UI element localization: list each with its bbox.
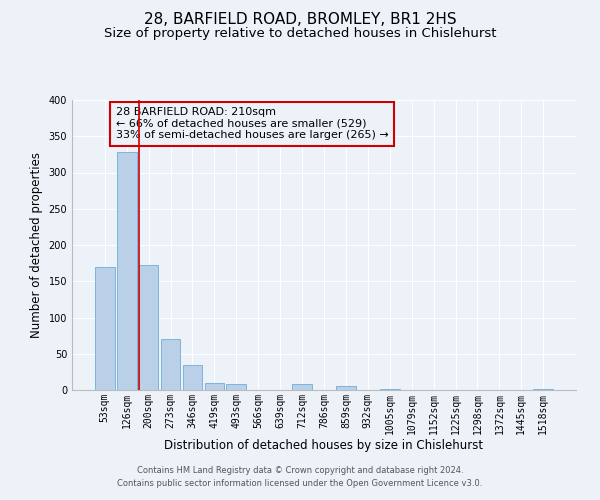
Bar bbox=[182, 366, 202, 390]
Bar bbox=[226, 384, 246, 390]
Text: 28 BARFIELD ROAD: 210sqm
← 66% of detached houses are smaller (529)
33% of semi-: 28 BARFIELD ROAD: 210sqm ← 66% of detach… bbox=[116, 108, 388, 140]
Y-axis label: Number of detached properties: Number of detached properties bbox=[30, 152, 43, 338]
Bar bbox=[292, 384, 312, 390]
Bar bbox=[139, 266, 158, 390]
Bar bbox=[117, 152, 137, 390]
Bar bbox=[336, 386, 356, 390]
Text: Size of property relative to detached houses in Chislehurst: Size of property relative to detached ho… bbox=[104, 28, 496, 40]
Bar bbox=[533, 388, 553, 390]
Bar bbox=[161, 339, 181, 390]
Bar bbox=[380, 388, 400, 390]
Bar bbox=[205, 383, 224, 390]
Text: Contains HM Land Registry data © Crown copyright and database right 2024.
Contai: Contains HM Land Registry data © Crown c… bbox=[118, 466, 482, 487]
Bar bbox=[95, 267, 115, 390]
X-axis label: Distribution of detached houses by size in Chislehurst: Distribution of detached houses by size … bbox=[164, 440, 484, 452]
Text: 28, BARFIELD ROAD, BROMLEY, BR1 2HS: 28, BARFIELD ROAD, BROMLEY, BR1 2HS bbox=[143, 12, 457, 28]
